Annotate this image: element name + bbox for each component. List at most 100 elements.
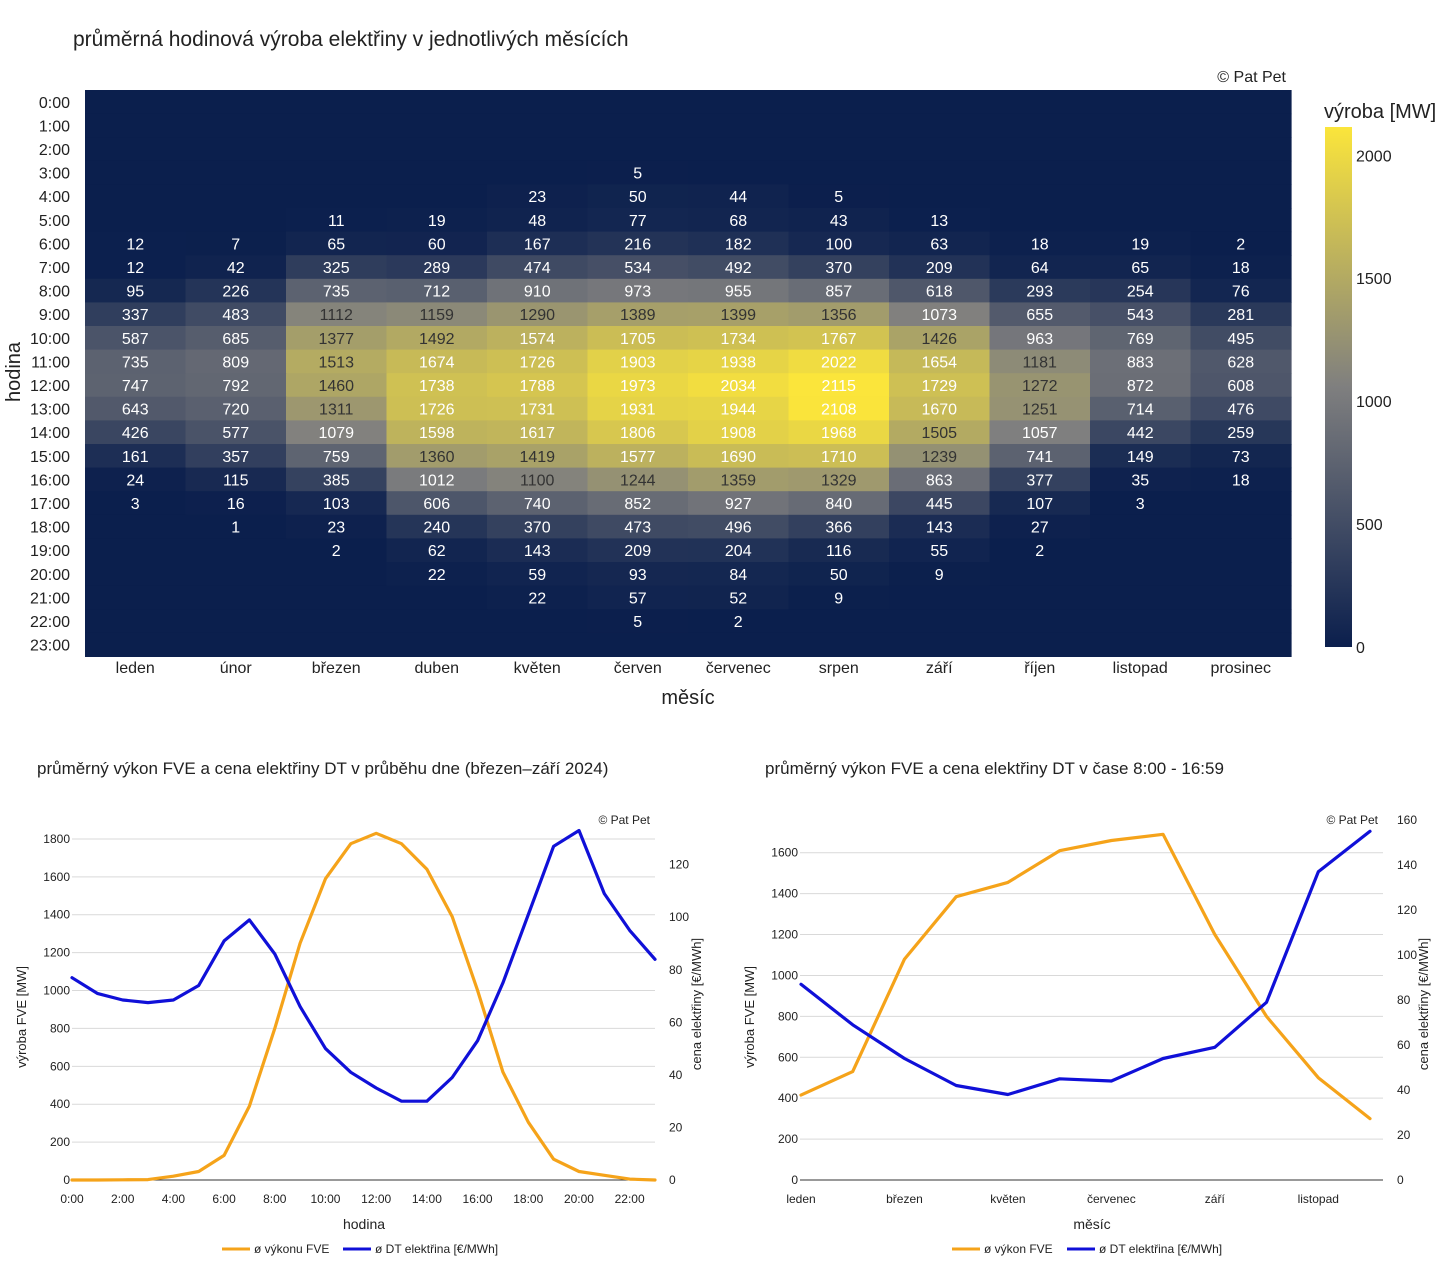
heatmap-cell bbox=[989, 538, 1091, 563]
heatmap-cell bbox=[185, 349, 287, 374]
heatmap-cell bbox=[286, 137, 388, 162]
heatmap-cell bbox=[989, 278, 1091, 303]
heatmap-value-label: 628 bbox=[1227, 354, 1254, 371]
heatmap-cell bbox=[688, 585, 790, 610]
hour-tick-label: 9:00 bbox=[39, 307, 70, 324]
daily-chart-x-axis-label: hodina bbox=[343, 1216, 385, 1232]
heatmap-cell bbox=[889, 609, 991, 634]
heatmap-value-label: 23 bbox=[528, 189, 546, 206]
price-line bbox=[799, 829, 1372, 1097]
heatmap-value-label: 281 bbox=[1227, 307, 1254, 324]
heatmap-value-label: 1290 bbox=[519, 307, 555, 324]
heatmap-cell bbox=[688, 278, 790, 303]
heatmap-value-label: 1505 bbox=[921, 425, 957, 442]
heatmap-cell bbox=[788, 302, 890, 327]
heatmap-value-label: 55 bbox=[930, 543, 948, 560]
heatmap-value-label: 1100 bbox=[520, 472, 555, 489]
heatmap-value-label: 1938 bbox=[720, 354, 756, 371]
heatmap-cell bbox=[688, 160, 790, 185]
heatmap-cell bbox=[286, 349, 388, 374]
daily-chart-gridlines bbox=[72, 838, 655, 1181]
heatmap-value-label: 1360 bbox=[419, 449, 455, 466]
heatmap-cell bbox=[286, 396, 388, 421]
heatmap-cell bbox=[1090, 113, 1192, 138]
heatmap-cell bbox=[85, 255, 187, 280]
heatmap-value-label: 618 bbox=[926, 284, 953, 301]
heatmap-cell bbox=[386, 349, 488, 374]
heatmap-cell bbox=[788, 208, 890, 233]
heatmap-value-label: 143 bbox=[926, 520, 953, 537]
heatmap-chart: průměrná hodinová výroba elektřiny v jed… bbox=[3, 28, 1436, 709]
heatmap-cell bbox=[286, 160, 388, 185]
heatmap-value-label: 476 bbox=[1227, 402, 1254, 419]
right-tick-label: 20 bbox=[1397, 1128, 1411, 1142]
monthly-chart-x-ticks: leden březen květen červenec září listopad bbox=[786, 1192, 1339, 1206]
heatmap-value-label: 1272 bbox=[1022, 378, 1058, 395]
heatmap-value-label: 872 bbox=[1127, 378, 1154, 395]
heatmap-value-label: 64 bbox=[1031, 260, 1049, 277]
heatmap-cell bbox=[487, 632, 589, 657]
heatmap-cell bbox=[989, 562, 1091, 587]
heatmap-cell bbox=[788, 231, 890, 256]
heatmap-value-label: 100 bbox=[825, 236, 852, 253]
colorbar-title: výroba [MW] bbox=[1324, 101, 1436, 123]
heatmap-value-label: 13 bbox=[930, 213, 948, 230]
heatmap-cell bbox=[1190, 208, 1292, 233]
heatmap-value-label: 1244 bbox=[620, 472, 656, 489]
hour-tick-label: 18:00 bbox=[30, 520, 70, 537]
heatmap-value-label: 3 bbox=[1136, 496, 1145, 513]
heatmap-value-label: 2115 bbox=[822, 378, 857, 395]
heatmap-cell bbox=[85, 467, 187, 492]
heatmap-cell bbox=[889, 255, 991, 280]
hour-tick-label: 17:00 bbox=[30, 496, 70, 513]
heatmap-cell bbox=[1090, 326, 1192, 351]
left-tick-label: 600 bbox=[778, 1050, 798, 1064]
heatmap-cell bbox=[688, 467, 790, 492]
heatmap-cell bbox=[386, 632, 488, 657]
heatmap-value-label: 2 bbox=[734, 614, 743, 631]
heatmap-cell bbox=[85, 208, 187, 233]
heatmap-cell bbox=[1190, 160, 1292, 185]
heatmap-cell bbox=[1090, 184, 1192, 209]
heatmap-value-label: 209 bbox=[624, 543, 651, 560]
heatmap-value-label: 1513 bbox=[318, 354, 354, 371]
heatmap-value-label: 18 bbox=[1232, 472, 1250, 489]
heatmap-cell bbox=[185, 113, 287, 138]
heatmap-value-label: 1492 bbox=[419, 331, 455, 348]
heatmap-cell bbox=[688, 184, 790, 209]
hour-tick-label: 2:00 bbox=[39, 142, 70, 159]
heatmap-value-label: 22 bbox=[528, 590, 546, 607]
heatmap-cell bbox=[788, 349, 890, 374]
heatmap-cell bbox=[286, 609, 388, 634]
heatmap-value-label: 35 bbox=[1131, 472, 1149, 489]
heatmap-cell bbox=[688, 302, 790, 327]
heatmap-value-label: 259 bbox=[1227, 425, 1254, 442]
monthly-chart-x-axis-label: měsíc bbox=[1073, 1216, 1110, 1232]
heatmap-value-label: 1574 bbox=[519, 331, 555, 348]
heatmap-value-label: 473 bbox=[624, 520, 651, 537]
heatmap-y-axis-label: hodina bbox=[3, 341, 25, 402]
heatmap-value-label: 19 bbox=[1131, 236, 1149, 253]
heatmap-value-label: 606 bbox=[423, 496, 450, 513]
heatmap-cell bbox=[587, 90, 689, 115]
heatmap-cell bbox=[788, 160, 890, 185]
heatmap-cell bbox=[386, 184, 488, 209]
heatmap-value-label: 474 bbox=[524, 260, 551, 277]
hour-tick-label: 12:00 bbox=[30, 378, 70, 395]
daily-chart-left-axis-label: výroba FVE [MW] bbox=[14, 966, 29, 1068]
heatmap-cell bbox=[688, 538, 790, 563]
heatmap-value-label: 103 bbox=[323, 496, 350, 513]
monthly-chart-left-ticks: 0 200 400 600 800 1000 1200 1400 1600 bbox=[771, 846, 798, 1187]
heatmap-cell bbox=[286, 278, 388, 303]
heatmap-cell bbox=[386, 137, 488, 162]
heatmap-cell bbox=[1190, 562, 1292, 587]
right-tick-label: 0 bbox=[1397, 1173, 1404, 1187]
daily-chart-right-ticks: 0 20 40 60 80 100 120 bbox=[669, 858, 689, 1187]
heatmap-value-label: 366 bbox=[825, 520, 852, 537]
heatmap-value-label: 3 bbox=[131, 496, 140, 513]
heatmap-value-label: 24 bbox=[126, 472, 144, 489]
heatmap-cell bbox=[487, 420, 589, 445]
heatmap-cell bbox=[85, 160, 187, 185]
heatmap-cell bbox=[688, 113, 790, 138]
heatmap-cell bbox=[1190, 467, 1292, 492]
